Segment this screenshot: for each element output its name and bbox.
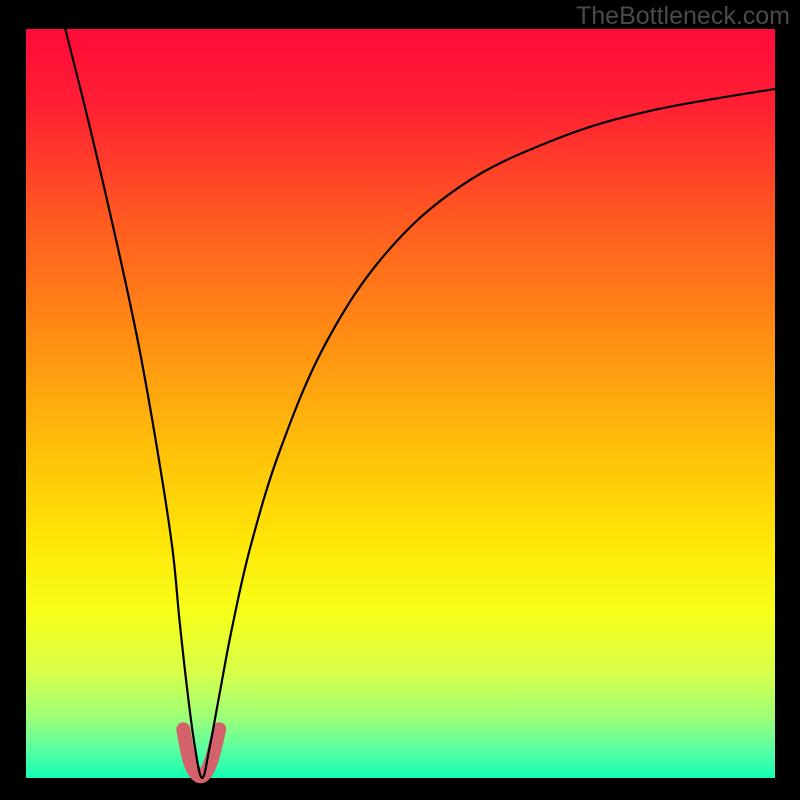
watermark-text: TheBottleneck.com (576, 2, 790, 31)
bottleneck-chart (0, 0, 800, 800)
stage: TheBottleneck.com (0, 0, 800, 800)
plot-background (26, 29, 775, 778)
